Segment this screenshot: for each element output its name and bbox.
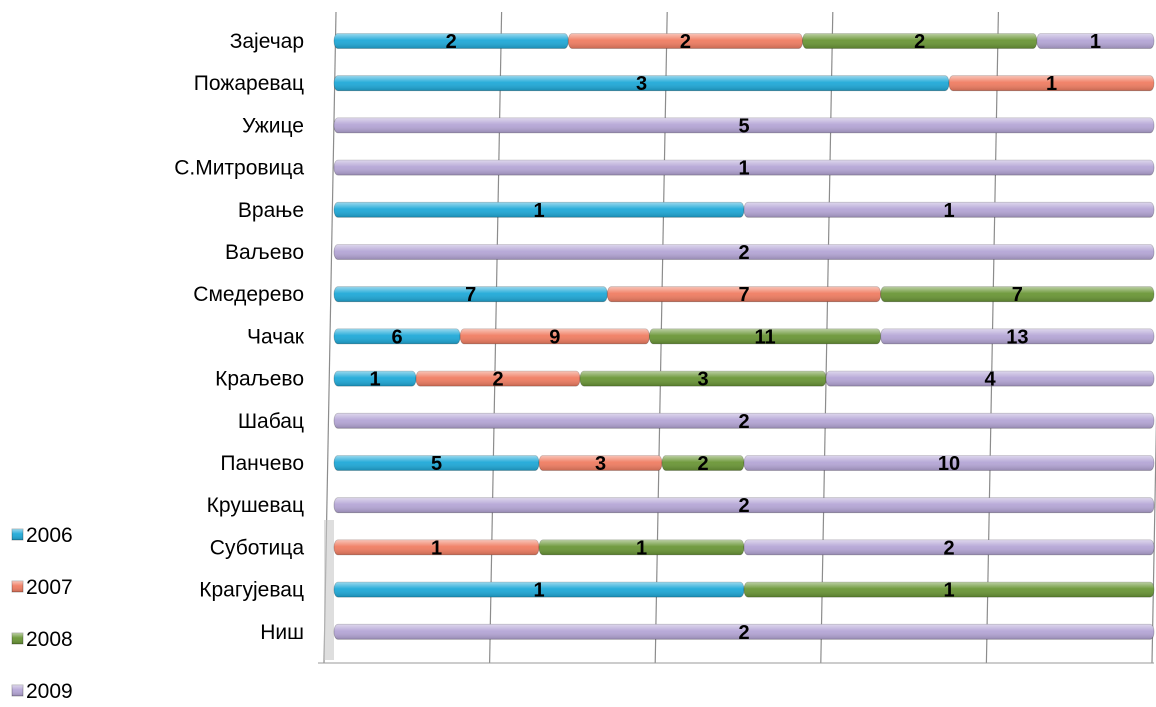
- data-label: 7: [465, 284, 476, 306]
- bar-segment-2007: [606, 286, 882, 303]
- data-label: 1: [943, 200, 954, 222]
- data-label: 2: [914, 31, 925, 53]
- bar-segment-2007: [333, 539, 540, 556]
- legend-item: 2007: [11, 576, 73, 599]
- category-label: Крагујевац: [199, 579, 304, 602]
- legend: 2006 2007 2008 2009: [11, 524, 73, 703]
- legend-label: 2006: [26, 524, 73, 547]
- data-label: 1: [533, 580, 544, 602]
- bar-segment-2007: [538, 455, 663, 471]
- bar-segment-2007: [948, 75, 1155, 92]
- bar-segment-2009: [333, 412, 1155, 429]
- bar-segment-2009: [743, 455, 1155, 471]
- bar-segment-2009: [825, 370, 1155, 387]
- category-label: Ниш: [260, 621, 304, 644]
- wall-shadow: [324, 520, 334, 660]
- bar-segment-2009: [333, 497, 1155, 514]
- data-label: 5: [431, 453, 442, 475]
- category-label: Суботица: [210, 536, 305, 559]
- category-label: Пожаревац: [194, 72, 304, 95]
- data-label: 2: [697, 453, 708, 475]
- bar-segment-2006: [333, 581, 745, 598]
- bar-segment-2009: [333, 244, 1155, 260]
- data-label: 5: [738, 115, 749, 137]
- bar-segment-2009: [880, 328, 1155, 345]
- bar-segment-2009: [1036, 33, 1155, 49]
- data-label: 2: [446, 31, 457, 53]
- bar-segment-2009: [743, 539, 1155, 556]
- bar-segment-2008: [743, 581, 1155, 598]
- data-label: 2: [738, 411, 749, 433]
- data-label: 3: [636, 73, 647, 95]
- bar-segment-2009: [333, 117, 1155, 134]
- data-label: 1: [533, 200, 544, 222]
- data-label: 1: [1046, 73, 1057, 95]
- bar-segment-2006: [333, 201, 745, 218]
- gridline-5: [1151, 413, 1156, 664]
- bar-segment-2007: [459, 328, 650, 345]
- bar-segment-2008: [880, 286, 1155, 303]
- bar-segment-2008: [661, 455, 745, 471]
- category-label: Смедерево: [193, 283, 304, 306]
- data-label: 4: [984, 369, 996, 391]
- data-label: 2: [680, 31, 691, 53]
- data-label: 3: [697, 369, 708, 391]
- category-label: Панчево: [220, 452, 304, 475]
- bar-segment-2007: [415, 370, 581, 387]
- data-label: 6: [392, 326, 403, 348]
- data-label: 2: [738, 622, 749, 644]
- bar-segment-2008: [538, 539, 745, 556]
- legend-label: 2009: [26, 680, 73, 703]
- bar-segment-2009: [333, 623, 1155, 640]
- data-label: 2: [738, 242, 749, 264]
- data-label: 11: [754, 326, 775, 348]
- category-label: Зајечар: [230, 30, 304, 53]
- data-label: 1: [431, 537, 442, 559]
- data-label: 1: [636, 537, 647, 559]
- data-label: 10: [938, 453, 960, 475]
- category-label: Шабац: [238, 410, 304, 433]
- bar-segment-2006: [333, 33, 569, 49]
- data-label: 2: [492, 369, 503, 391]
- data-label: 13: [1006, 326, 1028, 348]
- data-label: 1: [369, 369, 380, 391]
- bar-segment-2008: [579, 370, 827, 387]
- category-label: Ужице: [242, 114, 304, 137]
- category-label: Краљево: [215, 368, 304, 391]
- legend-item: 2008: [11, 628, 73, 651]
- bar-segment-2006: [333, 75, 950, 92]
- data-label: 1: [1090, 31, 1101, 53]
- category-label: Чачак: [247, 325, 305, 348]
- bar-segment-2006: [333, 328, 461, 345]
- bar-segment-2006: [333, 370, 417, 387]
- data-label: 3: [595, 453, 606, 475]
- legend-label: 2007: [26, 576, 73, 599]
- bars-layer: [333, 33, 1155, 640]
- category-label: Крушевац: [207, 494, 304, 517]
- bar-segment-2009: [743, 201, 1155, 218]
- data-label: 2: [738, 495, 749, 517]
- legend-label: 2008: [26, 628, 73, 651]
- category-label: Ваљево: [225, 241, 304, 264]
- legend-item: 2009: [11, 680, 73, 703]
- data-label: 2: [943, 537, 954, 559]
- category-label: Врање: [238, 199, 304, 222]
- bar-segment-2006: [333, 455, 540, 471]
- data-label: 9: [549, 326, 560, 348]
- data-label: 1: [738, 158, 749, 180]
- data-label: 1: [943, 580, 954, 602]
- labels-layer: Зајечар 2 2 2 1 Пожаревац 3 1 Ужице 5 С.Митровица 1…: [174, 30, 1101, 644]
- bar-segment-2009: [333, 159, 1155, 176]
- legend-item: 2006: [11, 524, 73, 547]
- data-label: 7: [1012, 284, 1023, 306]
- data-label: 7: [738, 284, 749, 306]
- category-label: С.Митровица: [174, 157, 304, 180]
